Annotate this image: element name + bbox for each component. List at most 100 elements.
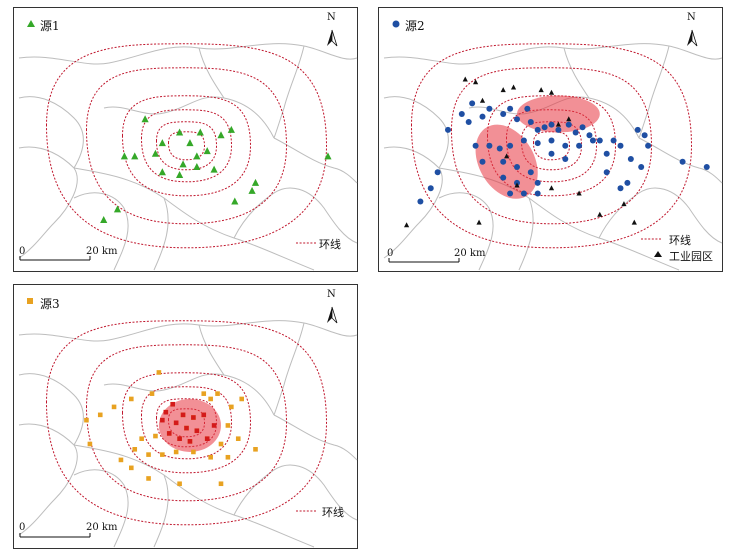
source-point <box>248 186 256 194</box>
source-point <box>586 132 593 139</box>
industrial-park-marker <box>479 97 486 103</box>
district-boundary <box>153 474 169 548</box>
industrial-park-marker <box>597 211 603 217</box>
district-boundary <box>233 464 358 521</box>
source-point <box>87 441 93 447</box>
district-boundary <box>273 137 358 184</box>
district-boundary <box>18 373 84 446</box>
district-boundary <box>383 96 449 169</box>
source-point <box>617 185 624 192</box>
ring-road <box>155 121 218 171</box>
legend-title-source3: 源3 <box>40 297 60 311</box>
source-point <box>603 169 610 176</box>
source-point <box>486 142 493 149</box>
source-point <box>324 152 332 160</box>
district-boundary <box>638 137 723 184</box>
source-point <box>548 150 555 157</box>
legend-marker <box>27 298 33 304</box>
source-point <box>507 190 514 197</box>
industrial-park-marker <box>504 153 510 159</box>
north-arrow-icon <box>331 29 338 47</box>
scale-zero: 0 <box>19 522 26 533</box>
ring-road <box>532 131 571 161</box>
source-point <box>179 160 187 168</box>
source-point-hot <box>204 436 210 441</box>
source-point <box>229 404 234 410</box>
source-point <box>225 423 231 428</box>
district-boundary <box>438 192 494 271</box>
north-label: N <box>327 12 336 23</box>
source-point <box>156 370 162 375</box>
district-boundary <box>73 469 129 548</box>
industrial-park-marker <box>548 185 555 191</box>
industrial-park-marker <box>473 79 479 85</box>
source-point <box>534 140 541 147</box>
source-point <box>153 433 158 439</box>
source-point <box>472 142 479 149</box>
source-point <box>129 396 134 402</box>
hotspot-ellipse <box>158 398 221 452</box>
source-point <box>176 170 184 178</box>
source-point <box>520 190 527 197</box>
legend-marker <box>27 20 35 27</box>
north-label: N <box>687 12 696 23</box>
scale-zero: 0 <box>19 246 26 257</box>
district-boundary <box>383 146 443 259</box>
source-point <box>527 118 534 125</box>
source-point <box>469 100 476 107</box>
source-point <box>679 158 686 165</box>
north-label: N <box>327 289 336 300</box>
ring-road <box>167 131 206 161</box>
source-point <box>562 142 569 149</box>
map-canvas-source3 <box>18 298 358 548</box>
district-boundary <box>233 187 358 244</box>
source-point <box>596 137 603 144</box>
scale-text: 20 km <box>86 246 118 257</box>
district-boundary <box>103 373 275 416</box>
ring-road <box>45 320 328 526</box>
ring-road <box>85 67 288 225</box>
industrial-park-marker <box>555 121 561 127</box>
source-point <box>251 178 260 186</box>
industrial-park-marker <box>566 116 572 122</box>
source-point <box>534 126 541 133</box>
source-point <box>113 205 122 213</box>
district-boundary <box>383 43 723 65</box>
north-arrow-icon <box>327 307 332 323</box>
industrial-park-marker <box>631 219 637 225</box>
source-point <box>139 436 144 441</box>
source-point <box>160 452 165 457</box>
source-point <box>534 179 541 186</box>
source-point <box>141 115 149 123</box>
source-point <box>617 142 624 149</box>
legend-industrial-label: 工业园区 <box>669 250 713 263</box>
source-point-hot <box>160 417 165 423</box>
industrial-park-marker <box>510 84 517 90</box>
source-point <box>215 391 220 396</box>
source-point-hot <box>163 409 169 415</box>
source-point-hot <box>180 412 186 418</box>
source-point <box>129 465 134 471</box>
district-boundary <box>153 197 169 271</box>
district-boundary <box>18 423 78 536</box>
source-point <box>100 216 108 223</box>
source-point <box>634 126 641 133</box>
ring-road <box>450 67 653 225</box>
district-boundary <box>273 45 305 139</box>
source-point-hot <box>201 412 207 418</box>
legend-ring-label: 环线 <box>319 238 341 251</box>
source-point <box>201 391 207 396</box>
source-point <box>548 121 555 128</box>
source-point <box>151 149 160 157</box>
source-point <box>118 457 124 463</box>
district-boundary <box>273 414 358 461</box>
source-point <box>603 150 610 157</box>
source-point <box>253 447 258 452</box>
legend-industrial-marker <box>654 251 662 257</box>
industrial-park-marker <box>462 76 468 82</box>
source-point <box>111 404 117 410</box>
source-point <box>97 412 103 418</box>
hotspot-ellipse <box>475 124 538 199</box>
district-boundary <box>103 96 275 139</box>
source-point <box>562 156 569 163</box>
